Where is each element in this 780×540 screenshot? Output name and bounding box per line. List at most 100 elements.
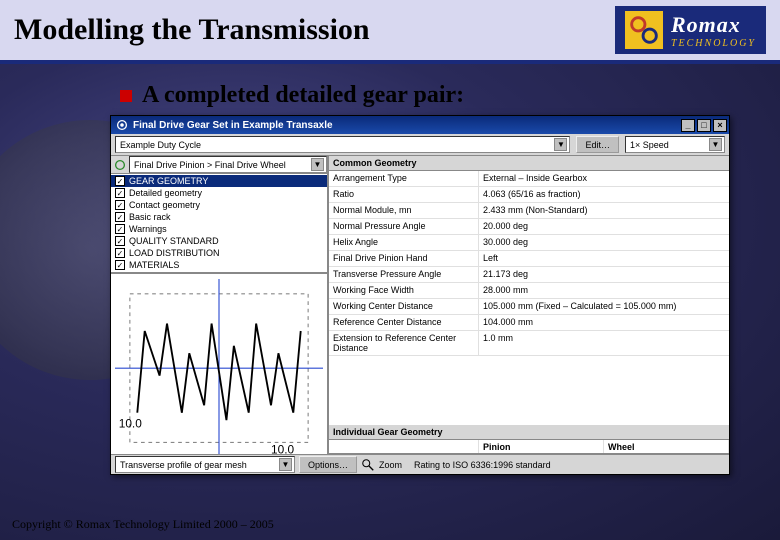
property-key: Extension to Reference Center Distance [329, 331, 479, 355]
property-value: 28.000 mm [479, 283, 729, 298]
slide-header: Modelling the Transmission Romax TECHNOL… [0, 0, 780, 64]
property-key: Normal Pressure Angle [329, 219, 479, 234]
app-window: Final Drive Gear Set in Example Transaxl… [110, 115, 730, 475]
chevron-down-icon: ▼ [279, 458, 292, 471]
bullet-text: A completed detailed gear pair: [142, 82, 464, 109]
edit-button[interactable]: Edit… [576, 136, 619, 153]
property-key: Final Drive Pinion Hand [329, 251, 479, 266]
duty-cycle-value: Example Duty Cycle [120, 140, 201, 150]
tree-item-label: Contact geometry [129, 200, 200, 210]
minimize-button[interactable]: _ [681, 119, 695, 132]
property-value: 4.063 (65/16 as fraction) [479, 187, 729, 202]
checkbox-icon[interactable]: ✓ [115, 188, 125, 198]
checkbox-icon[interactable]: ✓ [115, 248, 125, 258]
chevron-down-icon: ▼ [709, 138, 722, 151]
property-value: 104.000 mm [479, 315, 729, 330]
tree-item-label: QUALITY STANDARD [129, 236, 219, 246]
window-bottombar: Transverse profile of gear mesh ▼ Option… [111, 454, 729, 474]
bullet-heading: A completed detailed gear pair: [120, 82, 780, 109]
property-row[interactable]: Ratio4.063 (65/16 as fraction) [329, 187, 729, 203]
tree-item[interactable]: ✓ GEAR GEOMETRY [111, 175, 327, 187]
window-toolbar: Example Duty Cycle ▼ Edit… 1× Speed ▼ [111, 134, 729, 156]
tree-item-label: MATERIALS [129, 260, 179, 270]
property-key: Arrangement Type [329, 171, 479, 186]
tree-list[interactable]: ✓ GEAR GEOMETRY ✓ Detailed geometry ✓ Contact… [111, 174, 327, 274]
profile-chart[interactable]: 10.0 10.0 [111, 274, 327, 462]
common-geometry-table[interactable]: Arrangement TypeExternal – Inside Gearbo… [329, 171, 729, 425]
close-button[interactable]: × [713, 119, 727, 132]
bullet-marker [120, 90, 132, 102]
brand-logo: Romax TECHNOLOGY [615, 6, 766, 54]
property-value: 20.000 deg [479, 219, 729, 234]
checkbox-icon[interactable]: ✓ [115, 176, 125, 186]
property-value: 2.433 mm (Non-Standard) [479, 203, 729, 218]
checkbox-icon[interactable]: ✓ [115, 200, 125, 210]
rating-label: Rating to ISO 6336:1996 standard [414, 460, 551, 470]
maximize-button[interactable]: □ [697, 119, 711, 132]
property-key: Working Face Width [329, 283, 479, 298]
window-title: Final Drive Gear Set in Example Transaxl… [133, 120, 333, 131]
tree-item[interactable]: ✓ Detailed geometry [111, 187, 327, 199]
property-row[interactable]: Extension to Reference Center Distance1.… [329, 331, 729, 356]
property-row[interactable]: Final Drive Pinion HandLeft [329, 251, 729, 267]
duty-cycle-dropdown[interactable]: Example Duty Cycle ▼ [115, 136, 570, 153]
property-row[interactable]: Working Face Width28.000 mm [329, 283, 729, 299]
profile-dropdown[interactable]: Transverse profile of gear mesh ▼ [115, 456, 295, 473]
property-value: 1.0 mm [479, 331, 729, 355]
chevron-down-icon: ▼ [554, 138, 567, 151]
individual-geometry-heading: Individual Gear Geometry [329, 425, 729, 440]
property-key: Reference Center Distance [329, 315, 479, 330]
property-value: Left [479, 251, 729, 266]
checkbox-icon[interactable]: ✓ [115, 236, 125, 246]
tree-item[interactable]: ✓ QUALITY STANDARD [111, 235, 327, 247]
property-row[interactable]: Normal Module, mn2.433 mm (Non-Standard) [329, 203, 729, 219]
property-key: Working Center Distance [329, 299, 479, 314]
property-row[interactable]: Working Center Distance105.000 mm (Fixed… [329, 299, 729, 315]
property-value: External – Inside Gearbox [479, 171, 729, 186]
tree-item[interactable]: ✓ LOAD DISTRIBUTION [111, 247, 327, 259]
property-row[interactable]: Reference Center Distance104.000 mm [329, 315, 729, 331]
zoom-label: Zoom [379, 460, 402, 470]
zoom-icon[interactable] [361, 458, 375, 472]
checkbox-icon[interactable]: ✓ [115, 260, 125, 270]
brand-sub: TECHNOLOGY [671, 38, 756, 49]
property-row[interactable]: Transverse Pressure Angle21.173 deg [329, 267, 729, 283]
property-row[interactable]: Arrangement TypeExternal – Inside Gearbo… [329, 171, 729, 187]
tree-item[interactable]: ✓ Contact geometry [111, 199, 327, 211]
copyright-text: Copyright © Romax Technology Limited 200… [12, 517, 274, 532]
property-key: Normal Module, mn [329, 203, 479, 218]
property-value: 21.173 deg [479, 267, 729, 282]
profile-value: Transverse profile of gear mesh [120, 460, 247, 470]
speed-dropdown[interactable]: 1× Speed ▼ [625, 136, 725, 153]
options-button[interactable]: Options… [299, 456, 357, 473]
checkbox-icon[interactable]: ✓ [115, 212, 125, 222]
window-icon [115, 118, 129, 132]
tree-item-label: Warnings [129, 224, 167, 234]
tree-item-label: GEAR GEOMETRY [129, 176, 208, 186]
checkbox-icon[interactable]: ✓ [115, 224, 125, 234]
brand-name: Romax [671, 12, 756, 38]
tree-item[interactable]: ✓ MATERIALS [111, 259, 327, 271]
breadcrumb-dropdown[interactable]: Final Drive Pinion > Final Drive Wheel ▼ [129, 156, 327, 173]
gear-logo-icon [625, 11, 663, 49]
right-pane: Common Geometry Arrangement TypeExternal… [329, 156, 729, 454]
gear-icon [113, 158, 127, 172]
breadcrumb-value: Final Drive Pinion > Final Drive Wheel [134, 160, 286, 170]
tree-item-label: Basic rack [129, 212, 171, 222]
tree-item[interactable]: ✓ Warnings [111, 223, 327, 235]
slide-title: Modelling the Transmission [14, 13, 370, 47]
property-row[interactable]: Normal Pressure Angle20.000 deg [329, 219, 729, 235]
window-titlebar[interactable]: Final Drive Gear Set in Example Transaxl… [111, 116, 729, 134]
tree-item-label: LOAD DISTRIBUTION [129, 248, 220, 258]
property-key: Transverse Pressure Angle [329, 267, 479, 282]
property-row[interactable]: Helix Angle30.000 deg [329, 235, 729, 251]
col-wheel: Wheel [604, 440, 729, 453]
chart-y-tick: 10.0 [119, 417, 143, 431]
chevron-down-icon: ▼ [311, 158, 324, 171]
tree-item[interactable]: ✓ Basic rack [111, 211, 327, 223]
left-pane: Final Drive Pinion > Final Drive Wheel ▼… [111, 156, 329, 454]
tree-item-label: Detailed geometry [129, 188, 202, 198]
individual-columns: Pinion Wheel [329, 440, 729, 454]
property-key: Ratio [329, 187, 479, 202]
speed-value: 1× Speed [630, 140, 669, 150]
